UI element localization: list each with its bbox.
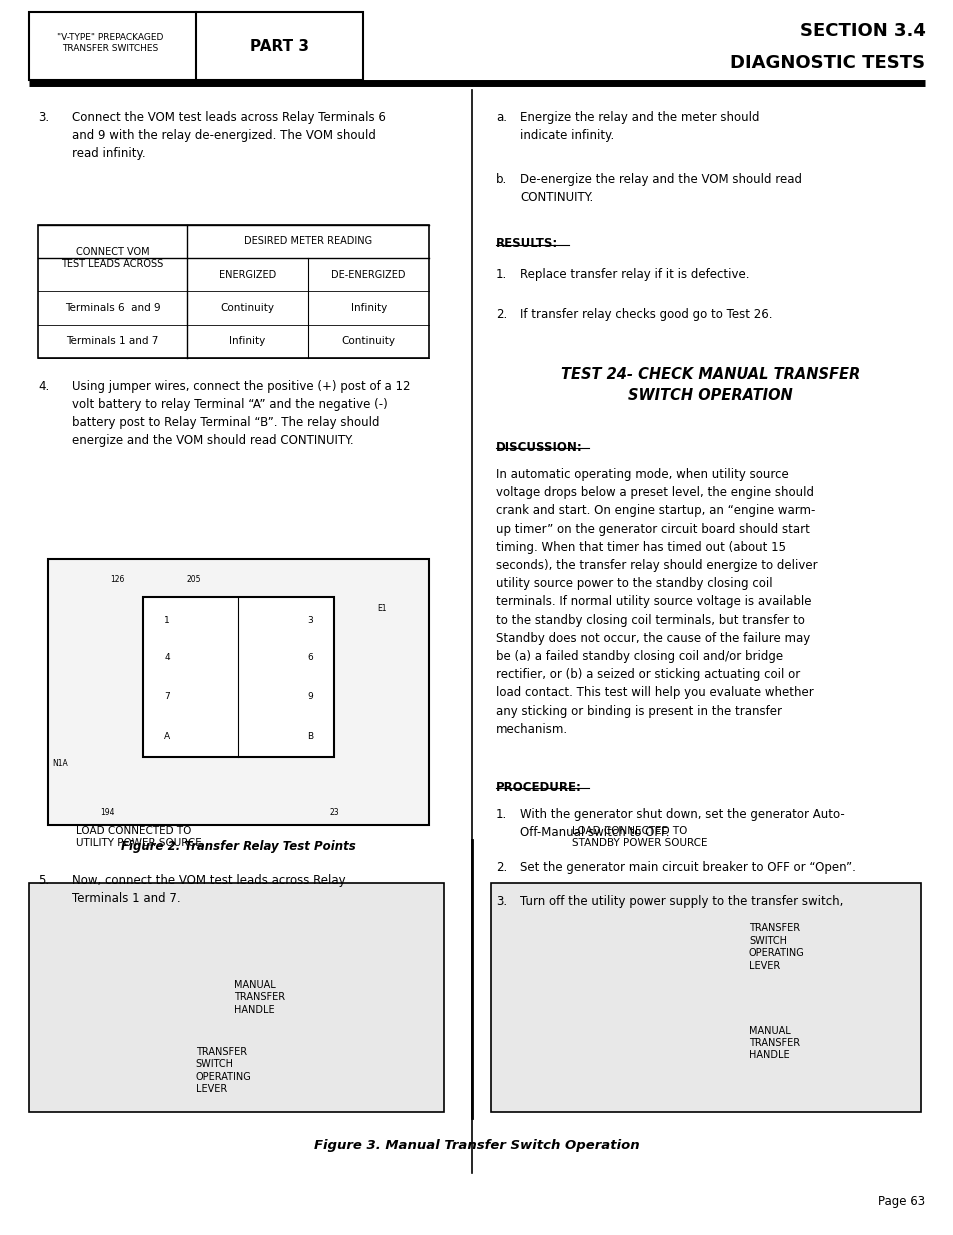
Text: Infinity: Infinity (229, 336, 265, 347)
Text: b.: b. (496, 173, 507, 186)
Text: 4: 4 (164, 653, 170, 662)
Text: 6: 6 (307, 653, 313, 662)
Text: PART 3: PART 3 (250, 38, 309, 54)
Text: E1: E1 (376, 604, 386, 614)
Text: ENERGIZED: ENERGIZED (218, 269, 275, 280)
Text: LOAD CONNECTED TO
STANDBY POWER SOURCE: LOAD CONNECTED TO STANDBY POWER SOURCE (572, 826, 707, 848)
Text: MANUAL
TRANSFER
HANDLE: MANUAL TRANSFER HANDLE (233, 979, 285, 1015)
Text: 7: 7 (164, 692, 170, 700)
Text: LOAD CONNECTED TO
UTILITY POWER SOURCE: LOAD CONNECTED TO UTILITY POWER SOURCE (76, 826, 202, 848)
Text: PROCEDURE:: PROCEDURE: (496, 781, 581, 794)
Text: DE-ENERGIZED: DE-ENERGIZED (331, 269, 405, 280)
Text: Terminals 6  and 9: Terminals 6 and 9 (65, 303, 160, 314)
Text: De-energize the relay and the VOM should read
CONTINUITY.: De-energize the relay and the VOM should… (519, 173, 801, 204)
Bar (29, 883, 443, 1112)
Text: Using jumper wires, connect the positive (+) post of a 12
volt battery to relay : Using jumper wires, connect the positive… (71, 380, 410, 447)
Bar (48, 559, 429, 825)
Text: Figure 3. Manual Transfer Switch Operation: Figure 3. Manual Transfer Switch Operati… (314, 1139, 639, 1152)
Text: 3: 3 (307, 616, 313, 625)
Text: SECTION 3.4: SECTION 3.4 (799, 22, 924, 41)
Text: If transfer relay checks good go to Test 26.: If transfer relay checks good go to Test… (519, 308, 772, 321)
Text: Energize the relay and the meter should
indicate infinity.: Energize the relay and the meter should … (519, 111, 759, 142)
Text: Infinity: Infinity (350, 303, 386, 314)
Text: 23: 23 (329, 808, 338, 818)
Text: In automatic operating mode, when utility source
voltage drops below a preset le: In automatic operating mode, when utilit… (496, 468, 817, 736)
Text: B: B (307, 731, 313, 741)
Text: 1.: 1. (496, 808, 507, 821)
Text: Now, connect the VOM test leads across Relay
Terminals 1 and 7.: Now, connect the VOM test leads across R… (71, 874, 345, 905)
Text: DISCUSSION:: DISCUSSION: (496, 441, 582, 454)
Text: Continuity: Continuity (341, 336, 395, 347)
Text: 205: 205 (186, 574, 200, 584)
Text: 9: 9 (307, 692, 313, 700)
Text: "V-TYPE" PREPACKAGED
TRANSFER SWITCHES: "V-TYPE" PREPACKAGED TRANSFER SWITCHES (56, 32, 163, 53)
Text: 1.: 1. (496, 268, 507, 282)
Text: 2.: 2. (496, 308, 507, 321)
Text: Connect the VOM test leads across Relay Terminals 6
and 9 with the relay de-ener: Connect the VOM test leads across Relay … (71, 111, 385, 161)
Text: MANUAL
TRANSFER
HANDLE: MANUAL TRANSFER HANDLE (748, 1025, 800, 1061)
Text: Page 63: Page 63 (878, 1194, 924, 1208)
Text: 3.: 3. (496, 895, 507, 909)
Text: Terminals 1 and 7: Terminals 1 and 7 (66, 336, 158, 347)
Text: DESIRED METER READING: DESIRED METER READING (244, 236, 372, 247)
Bar (38, 225, 429, 358)
Text: Set the generator main circuit breaker to OFF or “Open”.: Set the generator main circuit breaker t… (519, 861, 855, 874)
Text: Replace transfer relay if it is defective.: Replace transfer relay if it is defectiv… (519, 268, 749, 282)
Text: Figure 2. Transfer Relay Test Points: Figure 2. Transfer Relay Test Points (121, 840, 355, 853)
Text: Turn off the utility power supply to the transfer switch,: Turn off the utility power supply to the… (519, 895, 842, 909)
Text: RESULTS:: RESULTS: (496, 237, 558, 251)
Text: CONNECT VOM
TEST LEADS ACROSS: CONNECT VOM TEST LEADS ACROSS (61, 247, 163, 269)
Bar (143, 597, 334, 757)
Text: 3.: 3. (38, 111, 50, 125)
Text: TEST 24- CHECK MANUAL TRANSFER
SWITCH OPERATION: TEST 24- CHECK MANUAL TRANSFER SWITCH OP… (560, 367, 860, 403)
Text: A: A (164, 731, 170, 741)
Text: TRANSFER
SWITCH
OPERATING
LEVER: TRANSFER SWITCH OPERATING LEVER (195, 1047, 251, 1094)
Bar (491, 883, 920, 1112)
Text: 4.: 4. (38, 380, 50, 394)
Text: N1A: N1A (52, 758, 69, 768)
Text: DIAGNOSTIC TESTS: DIAGNOSTIC TESTS (729, 54, 924, 73)
Text: 1: 1 (164, 616, 170, 625)
Text: With the generator shut down, set the generator Auto-
Off-Manual switch to OFF.: With the generator shut down, set the ge… (519, 808, 843, 839)
Text: a.: a. (496, 111, 507, 125)
Text: TRANSFER
SWITCH
OPERATING
LEVER: TRANSFER SWITCH OPERATING LEVER (748, 924, 803, 971)
Text: Continuity: Continuity (220, 303, 274, 314)
Text: 126: 126 (110, 574, 124, 584)
Text: 2.: 2. (496, 861, 507, 874)
Bar (29, 12, 362, 80)
Text: 5.: 5. (38, 874, 50, 888)
Text: 194: 194 (100, 808, 114, 818)
